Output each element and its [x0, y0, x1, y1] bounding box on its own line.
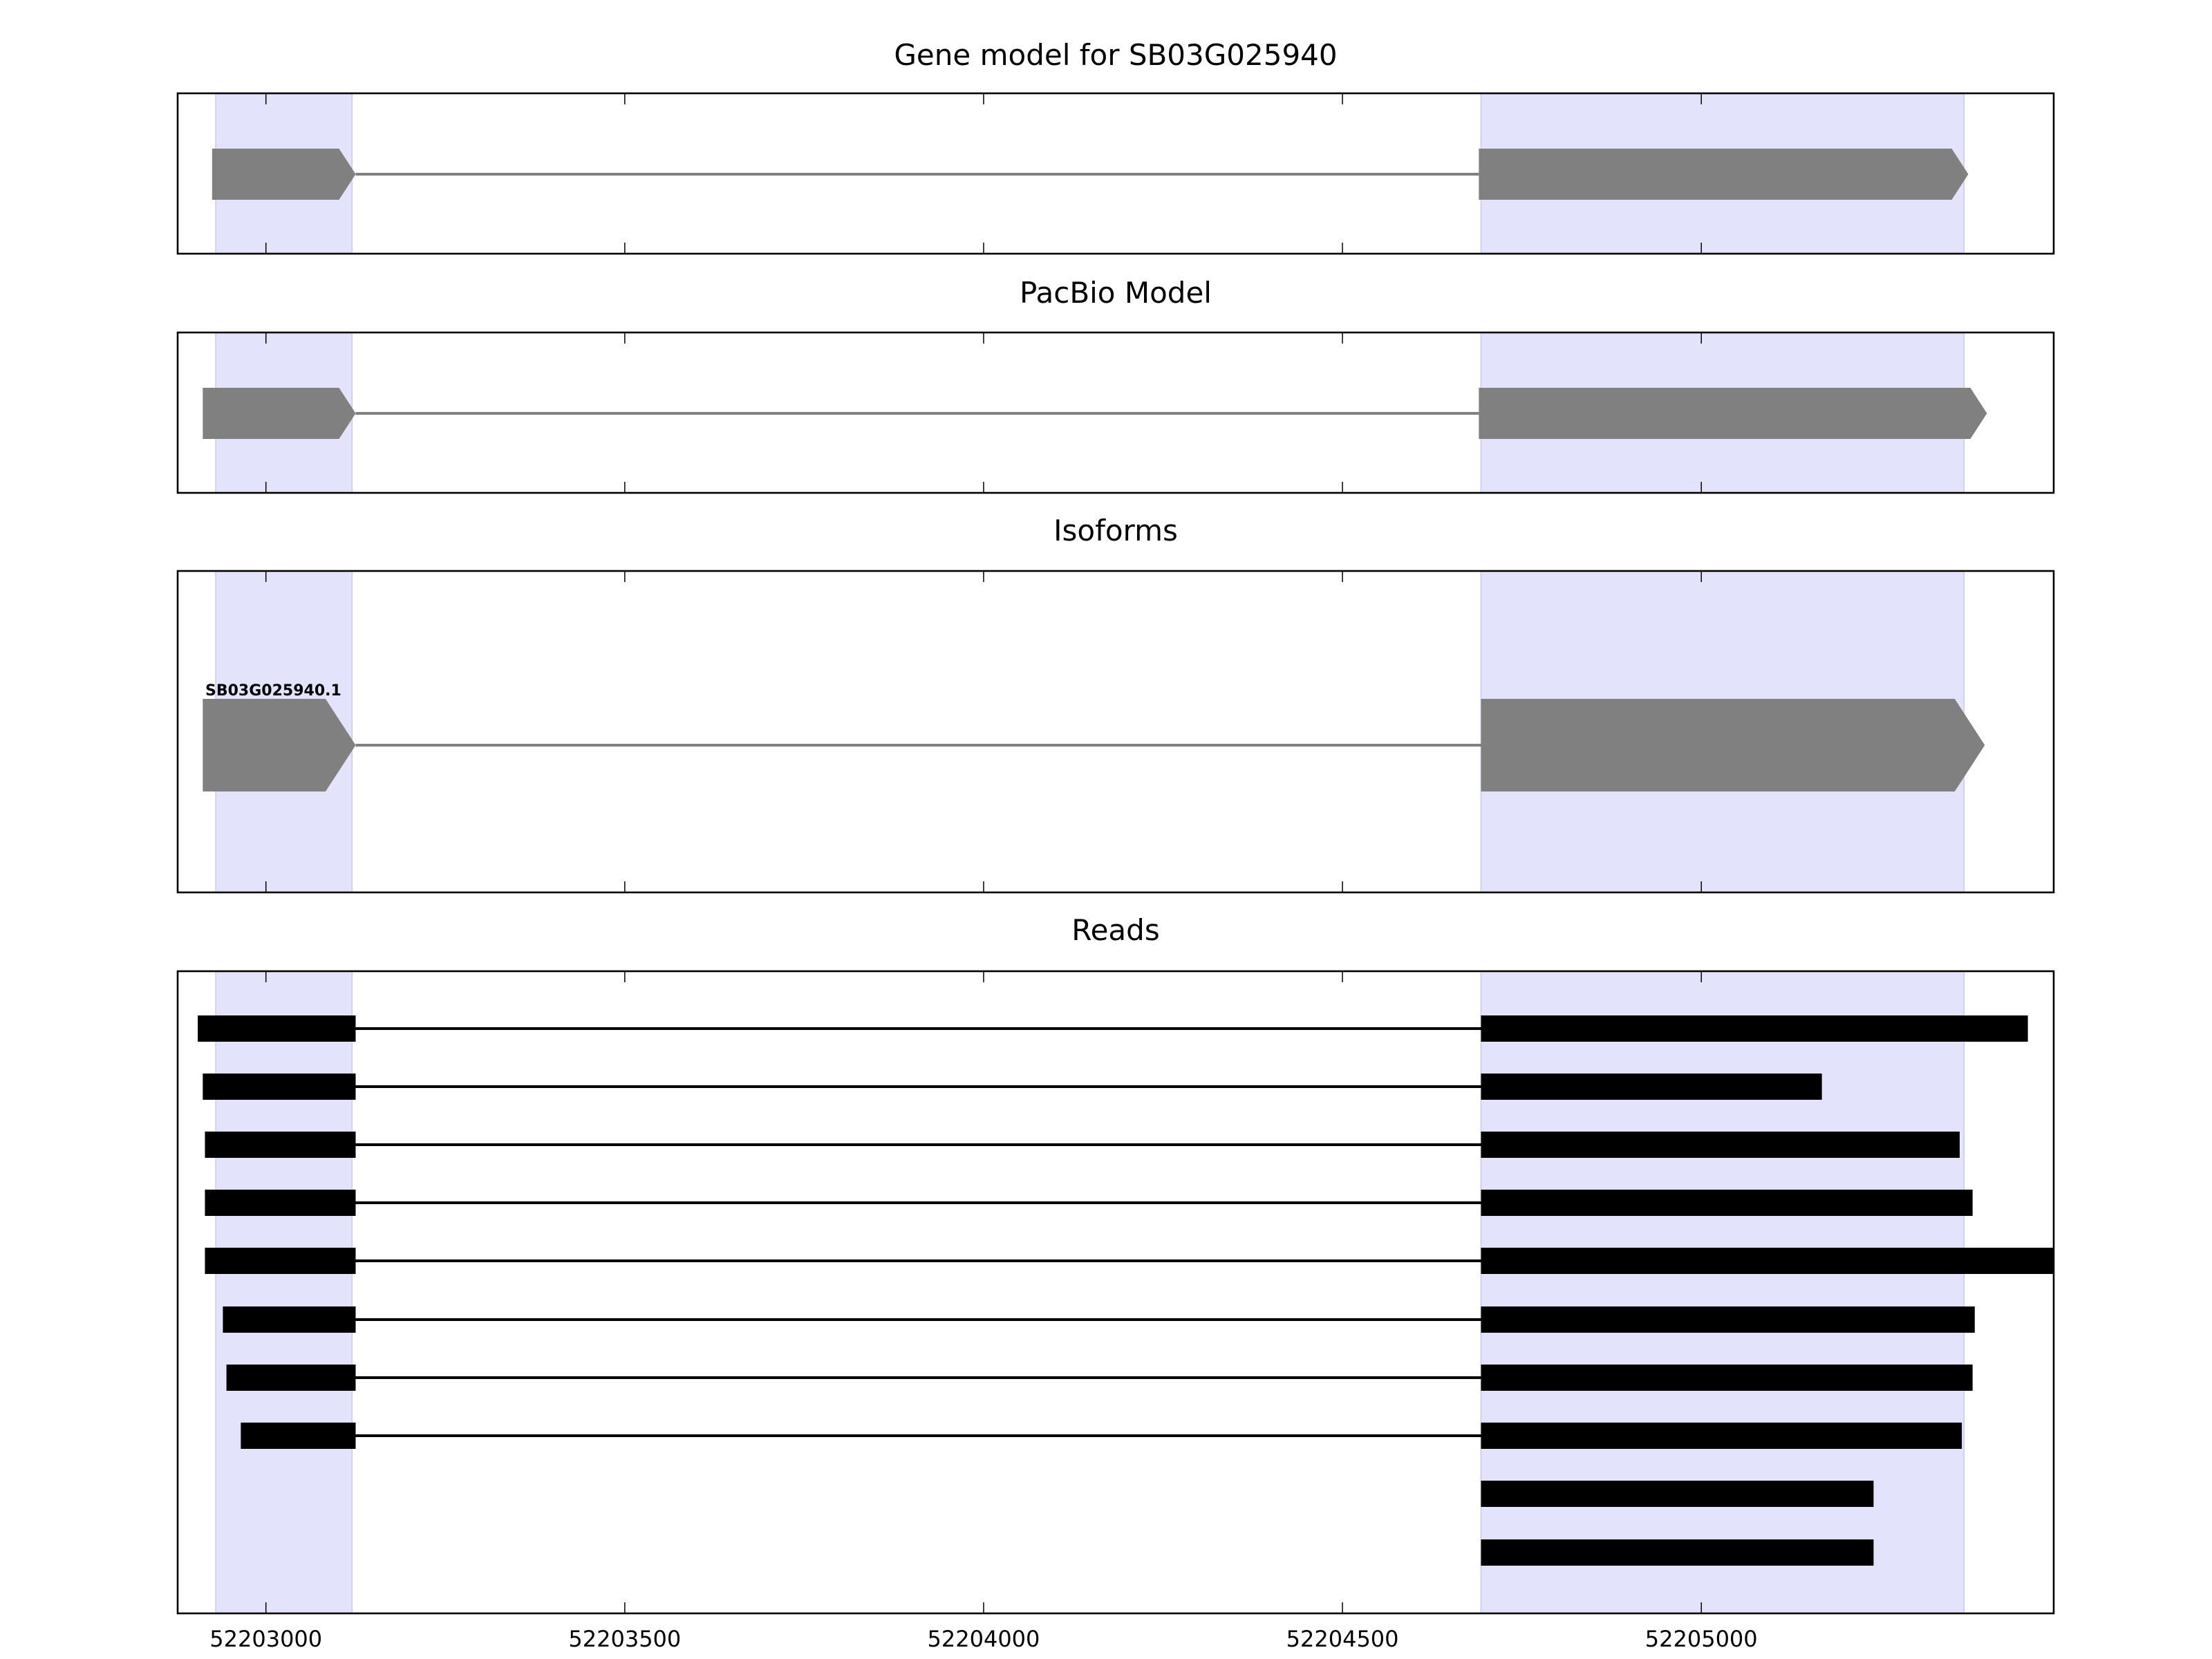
read-exon-bar: [1481, 1248, 2054, 1274]
read-exon-bar: [226, 1365, 356, 1391]
exon-arrow: [203, 388, 356, 439]
feature-layer: [203, 699, 1985, 791]
highlight-region: [1480, 971, 1965, 1614]
read-exon-bar: [1481, 1481, 1874, 1507]
read-exon-bar: [1481, 1423, 1962, 1449]
read-exon-bar: [203, 1074, 356, 1100]
x-axis: 52203000 52203500 52204000 52204500 52205000: [209, 1626, 1757, 1652]
exon-arrow: [1479, 149, 1969, 200]
read-exon-bar: [205, 1132, 356, 1158]
panel-reads: Reads: [176, 913, 2055, 1615]
panel-title-isoforms: Isoforms: [1053, 514, 1178, 547]
tick-layer: [265, 332, 1702, 493]
exon-arrow: [212, 149, 356, 200]
read-exon-bar: [1481, 1132, 1960, 1158]
feature-layer: [212, 149, 1969, 200]
read-exon-bar: [205, 1248, 356, 1274]
read-exon-bar: [198, 1015, 356, 1042]
tick-layer: [265, 571, 1702, 892]
panel-frame: [176, 570, 2055, 894]
read-exon-bar: [241, 1423, 356, 1449]
read-exon-bar: [1481, 1365, 1973, 1391]
highlight-layer: [215, 971, 1965, 1614]
x-tick-label: 52203500: [568, 1626, 681, 1652]
x-tick-label: 52204000: [928, 1626, 1040, 1652]
panel-title-pacbio-model: PacBio Model: [1020, 276, 1212, 310]
exon-arrow: [203, 699, 356, 791]
read-exon-bar: [223, 1306, 356, 1333]
panel-title-gene-model: Gene model for SB03G025940: [894, 38, 1337, 72]
panel-gene-model: Gene model for SB03G025940: [176, 38, 2055, 255]
highlight-region: [215, 971, 353, 1614]
read-exon-bar: [1481, 1539, 1874, 1566]
tick-layer: [265, 971, 1702, 1613]
x-tick-label: 52205000: [1645, 1626, 1758, 1652]
panel-isoforms: Isoforms SB03G025940.1: [176, 514, 2055, 894]
x-tick-label: 52204500: [1286, 1626, 1399, 1652]
read-exon-bar: [1481, 1306, 1975, 1333]
panel-pacbio-model: PacBio Model: [176, 276, 2055, 494]
panel-title-reads: Reads: [1071, 913, 1159, 947]
read-exon-bar: [1481, 1015, 2028, 1042]
exon-arrow: [1481, 699, 1985, 791]
read-exon-bar: [205, 1190, 356, 1216]
read-exon-bar: [1481, 1190, 1973, 1216]
panel-frame: [176, 92, 2055, 255]
isoform-label: SB03G025940.1: [205, 682, 341, 700]
panel-frame: [176, 970, 2055, 1615]
feature-layer: [203, 388, 1987, 439]
x-tick-label: 52203000: [209, 1626, 322, 1652]
feature-layer: [198, 1015, 2054, 1566]
tick-layer: [265, 93, 1702, 254]
exon-arrow: [1479, 388, 1987, 439]
read-exon-bar: [1481, 1074, 1822, 1100]
panel-frame: [176, 331, 2055, 494]
